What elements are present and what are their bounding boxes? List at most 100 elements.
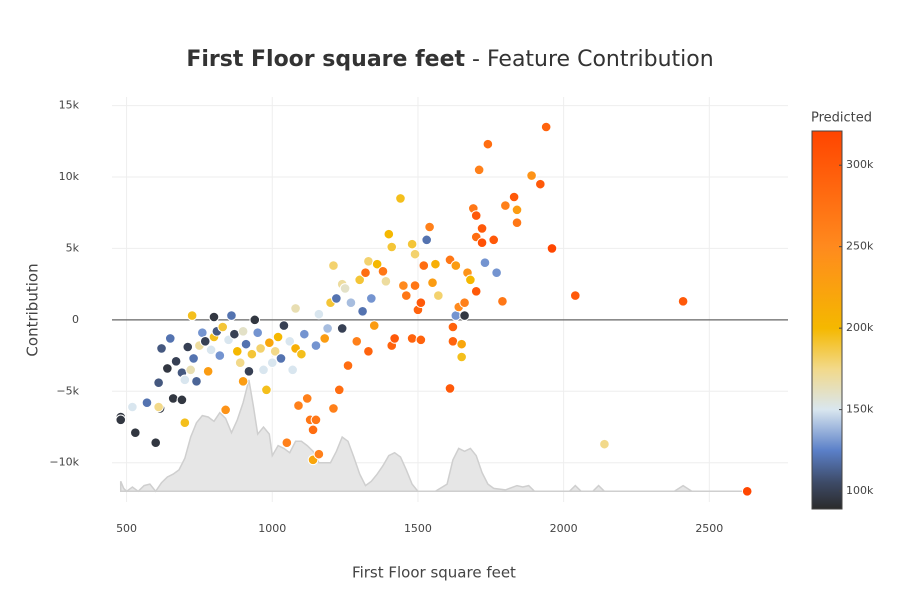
point — [511, 204, 523, 216]
point — [301, 393, 313, 404]
point — [199, 335, 211, 347]
point — [255, 343, 266, 354]
point — [511, 217, 523, 229]
point — [366, 293, 377, 304]
point — [264, 337, 275, 349]
point — [599, 438, 610, 450]
point — [269, 345, 281, 357]
point — [476, 223, 488, 234]
point — [424, 221, 435, 233]
y-tick-label: 5k — [66, 241, 80, 254]
point — [150, 437, 162, 449]
density-layer — [119, 379, 749, 493]
point — [360, 267, 371, 279]
point — [470, 285, 482, 297]
point — [153, 377, 164, 389]
point — [535, 178, 546, 190]
point — [508, 191, 520, 203]
point — [406, 238, 418, 250]
point — [456, 338, 467, 350]
point — [217, 321, 229, 333]
point — [447, 335, 459, 347]
point — [313, 308, 325, 320]
point — [226, 310, 237, 321]
point — [246, 348, 258, 360]
point — [186, 310, 198, 321]
title-rest: - Feature Contribution — [465, 47, 714, 72]
point — [476, 237, 488, 249]
point — [482, 138, 494, 150]
y-tick-label: 10k — [59, 170, 80, 183]
x-tick-label: 1500 — [404, 522, 432, 535]
point — [115, 414, 127, 426]
point — [313, 448, 325, 460]
colorbar-tick-label: 300k — [846, 158, 874, 171]
point — [275, 353, 287, 364]
point — [281, 437, 293, 449]
point — [398, 280, 409, 291]
colorbar-title: Predicted — [811, 111, 872, 126]
point — [342, 360, 354, 371]
point — [427, 277, 438, 289]
point — [214, 350, 226, 361]
point — [258, 364, 269, 376]
point — [322, 323, 333, 334]
colorbar-tick-label: 100k — [846, 484, 874, 497]
point — [231, 345, 243, 357]
x-axis-title: First Floor square feet — [352, 564, 516, 582]
point — [319, 333, 331, 344]
y-tick-label: 0 — [72, 313, 79, 326]
point — [310, 414, 322, 426]
point — [208, 311, 220, 323]
point — [156, 343, 167, 354]
chart-title: First Floor square feet - Feature Contri… — [186, 47, 713, 72]
title-bold: First Floor square feet — [186, 47, 465, 72]
point — [164, 333, 176, 344]
point — [284, 335, 296, 347]
point — [415, 297, 427, 309]
point — [182, 341, 194, 353]
point — [491, 267, 502, 279]
point — [497, 295, 508, 307]
point — [293, 400, 304, 411]
point — [546, 243, 558, 254]
point — [400, 290, 412, 301]
point — [130, 427, 141, 439]
point — [266, 357, 278, 369]
point — [290, 303, 301, 314]
point — [336, 323, 348, 334]
point — [243, 365, 255, 377]
point — [383, 228, 395, 240]
point — [287, 364, 298, 376]
point — [456, 351, 467, 363]
point — [386, 241, 398, 253]
colorbar-tick-label: 150k — [846, 403, 874, 416]
point — [459, 297, 470, 309]
point — [409, 248, 421, 260]
point — [162, 363, 173, 374]
point — [363, 345, 374, 357]
point — [421, 234, 432, 246]
point — [240, 338, 252, 350]
point — [220, 404, 231, 416]
point — [229, 328, 240, 340]
point — [310, 340, 322, 351]
point — [331, 293, 342, 304]
point — [237, 325, 249, 337]
point — [473, 164, 485, 176]
point — [433, 290, 444, 301]
y-tick-label: −10k — [49, 456, 79, 469]
colorbar-tick-label: 200k — [846, 321, 874, 334]
y-tick-label: 15k — [59, 99, 80, 112]
point — [185, 364, 196, 376]
point — [500, 200, 511, 211]
point — [252, 327, 263, 339]
point — [450, 260, 462, 271]
point — [307, 424, 319, 436]
point — [357, 305, 368, 317]
y-axis-title: Contribution — [24, 263, 42, 356]
point — [368, 320, 380, 331]
point — [406, 333, 418, 344]
x-tick-label: 500 — [116, 522, 137, 535]
point — [141, 397, 153, 409]
